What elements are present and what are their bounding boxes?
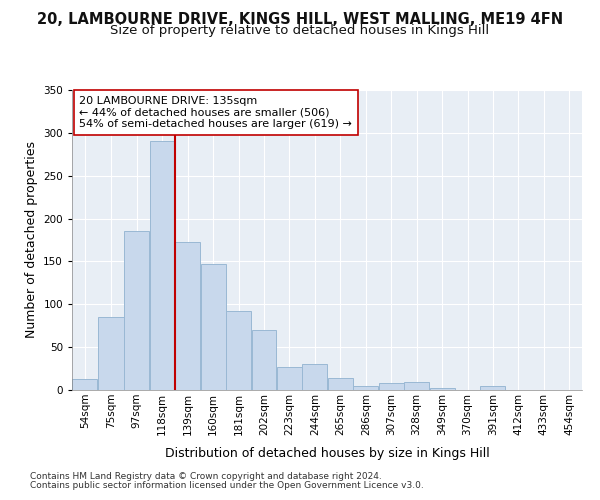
Bar	[251, 330, 277, 390]
Bar	[481, 386, 505, 390]
Bar	[124, 232, 149, 390]
Bar	[430, 388, 455, 390]
Text: 20, LAMBOURNE DRIVE, KINGS HILL, WEST MALLING, ME19 4FN: 20, LAMBOURNE DRIVE, KINGS HILL, WEST MA…	[37, 12, 563, 28]
Text: Size of property relative to detached houses in Kings Hill: Size of property relative to detached ho…	[110, 24, 490, 37]
Bar	[150, 142, 175, 390]
Text: Contains public sector information licensed under the Open Government Licence v3: Contains public sector information licen…	[30, 481, 424, 490]
Bar	[353, 386, 378, 390]
Bar	[404, 382, 429, 390]
Bar	[175, 242, 200, 390]
Bar	[302, 364, 328, 390]
Text: 20 LAMBOURNE DRIVE: 135sqm
← 44% of detached houses are smaller (506)
54% of sem: 20 LAMBOURNE DRIVE: 135sqm ← 44% of deta…	[79, 96, 352, 129]
Y-axis label: Number of detached properties: Number of detached properties	[25, 142, 38, 338]
Bar	[226, 311, 251, 390]
Bar	[277, 367, 302, 390]
Text: Distribution of detached houses by size in Kings Hill: Distribution of detached houses by size …	[164, 448, 490, 460]
Bar	[328, 378, 353, 390]
Bar	[98, 317, 124, 390]
Bar	[200, 264, 226, 390]
Text: Contains HM Land Registry data © Crown copyright and database right 2024.: Contains HM Land Registry data © Crown c…	[30, 472, 382, 481]
Bar	[379, 383, 404, 390]
Bar	[72, 379, 97, 390]
